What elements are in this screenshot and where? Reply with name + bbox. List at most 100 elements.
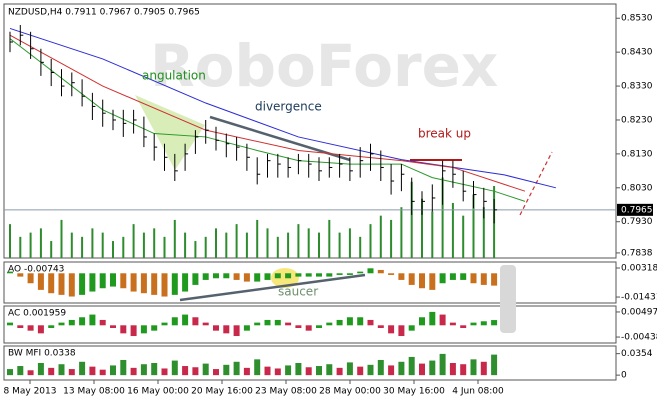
histogram-bar	[171, 360, 178, 376]
histogram-bar	[398, 325, 405, 337]
histogram-bar	[491, 273, 498, 286]
volume-bar	[297, 224, 300, 258]
histogram-bar	[79, 317, 86, 326]
forecast-line	[519, 151, 553, 216]
histogram-bar	[305, 325, 312, 331]
histogram-bar	[171, 273, 178, 295]
histogram-bar	[27, 325, 34, 331]
histogram-bar	[316, 325, 322, 328]
histogram-bar	[264, 319, 271, 326]
x-tick-label: 23 May 08:00	[255, 387, 317, 397]
histogram-bar	[254, 322, 261, 326]
histogram-bar	[68, 273, 75, 297]
volume-bar	[390, 219, 393, 258]
histogram-bar	[202, 273, 209, 280]
volume-bar	[91, 228, 94, 258]
volume-bar	[359, 236, 362, 258]
volume-bar	[142, 232, 145, 258]
histogram-bar	[48, 367, 55, 376]
histogram-bar	[470, 273, 477, 284]
histogram-bar	[439, 273, 446, 284]
last-price-label: 0.7965	[621, 205, 653, 215]
histogram-bar	[202, 322, 209, 326]
histogram-bar	[213, 325, 219, 331]
histogram-bar	[295, 363, 302, 376]
watermark: RoboForex	[150, 32, 498, 100]
volume-bar	[81, 236, 84, 258]
histogram-bar	[17, 366, 24, 376]
histogram-bar	[140, 364, 147, 376]
annotation: angulation	[142, 69, 206, 83]
x-tick-label: 16 May 00:00	[127, 387, 189, 397]
histogram-bar	[243, 325, 250, 331]
histogram-bar	[213, 273, 219, 279]
histogram-bar	[398, 273, 405, 280]
histogram-bar	[68, 369, 75, 376]
histogram-bar	[357, 317, 364, 326]
histogram-bar	[326, 322, 333, 326]
histogram-bar	[480, 273, 487, 285]
histogram-bar	[274, 319, 281, 326]
histogram-bar	[233, 361, 240, 376]
histogram-bar	[367, 268, 374, 274]
histogram-bar	[233, 273, 240, 280]
histogram-bar	[470, 322, 477, 326]
histogram-bar	[7, 271, 13, 274]
volume-bar	[328, 219, 331, 258]
histogram-bar	[171, 317, 178, 326]
histogram-bar	[120, 273, 127, 289]
y-tick-label: 0.7930	[621, 217, 653, 227]
histogram-bar	[27, 370, 34, 376]
histogram-bar	[182, 366, 189, 376]
volume-bar	[153, 228, 156, 258]
histogram-bar	[89, 314, 96, 326]
volume-bar	[60, 219, 63, 258]
histogram-bar	[429, 273, 436, 290]
volume-bar	[369, 224, 372, 258]
volume-bar	[9, 224, 11, 258]
volume-bar	[400, 207, 403, 258]
histogram-bar	[408, 356, 415, 376]
histogram-bar	[274, 368, 281, 376]
volume-bar	[29, 232, 32, 258]
volume-bar	[307, 228, 310, 258]
volume-bar	[19, 236, 22, 258]
histogram-bar	[460, 273, 467, 280]
histogram-bar	[419, 363, 425, 376]
ac-panel	[3, 305, 617, 344]
volume-bar	[482, 207, 485, 258]
volume-bar	[256, 219, 259, 258]
histogram-bar	[89, 366, 96, 376]
last-price-box	[617, 203, 653, 216]
histogram-bar	[346, 273, 353, 275]
histogram-bar	[336, 367, 343, 376]
histogram-bar	[367, 364, 374, 376]
histogram-bar	[264, 273, 271, 280]
histogram-bar	[202, 363, 209, 376]
histogram-bar	[449, 322, 456, 326]
y-tick-label: 0.0354	[621, 349, 653, 359]
histogram-bar	[48, 273, 55, 294]
histogram-bar	[326, 273, 333, 277]
volume-bar	[379, 215, 382, 258]
volume-bar	[441, 177, 444, 258]
annotation: break up	[418, 127, 471, 141]
histogram-bar	[161, 368, 168, 376]
histogram-bar	[99, 369, 106, 376]
ac-title: AC 0.001959	[8, 309, 66, 319]
histogram-bar	[388, 273, 395, 275]
y-tick-label: 0.8330	[621, 82, 653, 92]
histogram-bar	[110, 325, 116, 328]
histogram-bar	[439, 314, 446, 326]
histogram-bar	[130, 367, 137, 376]
histogram-bar	[460, 325, 467, 328]
y-tick-label: -0.01431	[621, 293, 657, 303]
histogram-bar	[460, 364, 467, 376]
annotation: divergence	[255, 100, 322, 114]
histogram-bar	[449, 363, 456, 376]
x-tick-label: 28 May 00:00	[319, 387, 381, 397]
histogram-bar	[305, 367, 312, 376]
histogram-bar	[388, 365, 395, 376]
histogram-bar	[316, 366, 322, 376]
